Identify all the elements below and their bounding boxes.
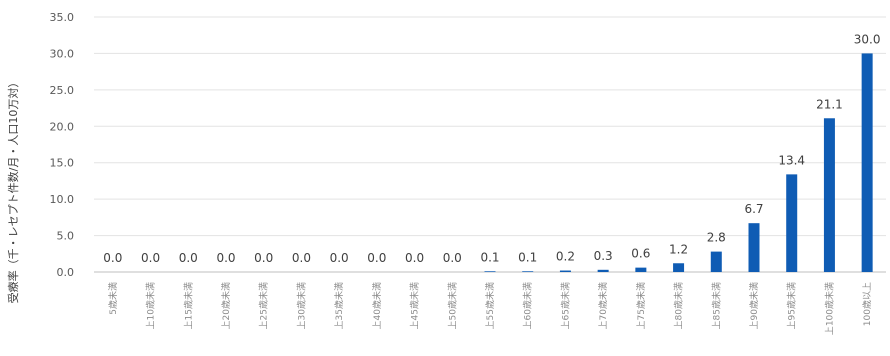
- label-layer: 0.0 5歳未満 0.0 上10歳未満 0.0 上15歳未満 0.0 上20歳未満 0.0 上25…: [103, 32, 880, 335]
- x-tick-label: 上55歳未満: [484, 282, 496, 329]
- data-label: 0.0: [330, 251, 349, 265]
- data-label: 0.0: [254, 251, 273, 265]
- data-label: 0.0: [141, 251, 160, 265]
- bar: [522, 271, 534, 272]
- x-tick-label: 上95歳未満: [786, 282, 798, 329]
- bar: [861, 53, 873, 272]
- x-tick-label: 上75歳未満: [635, 282, 647, 329]
- bar: [748, 223, 760, 272]
- y-tick-label: 5.0: [57, 230, 75, 243]
- x-tick-label: 上100歳未満: [823, 282, 835, 335]
- bar: [635, 267, 647, 272]
- data-label: 0.1: [518, 250, 537, 264]
- x-tick-label: 上80歳未満: [673, 282, 685, 329]
- data-label: 0.0: [216, 251, 235, 265]
- x-tick-label: 上90歳未満: [748, 282, 760, 329]
- bar: [559, 270, 571, 272]
- y-tick-label: 20.0: [50, 120, 75, 133]
- y-tick-label: 15.0: [50, 157, 75, 170]
- data-label: 0.0: [179, 251, 198, 265]
- data-label: 0.0: [443, 251, 462, 265]
- bar: [673, 263, 685, 272]
- data-label: 0.0: [103, 251, 122, 265]
- y-axis-title: 受療率（千・レセプト件数/月・人口10万対）: [6, 77, 20, 304]
- x-tick-label: 上40歳未満: [371, 282, 383, 329]
- data-label: 1.2: [669, 242, 688, 256]
- grid-layer: [94, 16, 886, 273]
- data-label: 0.0: [292, 251, 311, 265]
- y-tick-label: 0.0: [57, 266, 75, 279]
- y-tick-label: 10.0: [50, 193, 75, 206]
- x-tick-label: 上15歳未満: [182, 282, 194, 329]
- data-label: 0.6: [631, 247, 650, 261]
- x-tick-label: 上85歳未満: [710, 282, 722, 329]
- data-label: 6.7: [744, 202, 763, 216]
- data-label: 13.4: [778, 153, 805, 167]
- data-label: 2.8: [707, 231, 726, 245]
- x-tick-label: 上60歳未満: [522, 282, 534, 329]
- y-tick-label: 30.0: [50, 47, 75, 60]
- x-tick-label: 上30歳未満: [295, 282, 307, 329]
- data-label: 30.0: [854, 32, 881, 46]
- x-tick-label: 上50歳未満: [446, 282, 458, 329]
- bar: [786, 174, 798, 272]
- y-tick-label: 25.0: [50, 84, 75, 97]
- data-label: 21.1: [816, 97, 843, 111]
- x-tick-label: 上70歳未満: [597, 282, 609, 329]
- bar: [823, 118, 835, 273]
- data-label: 0.1: [480, 250, 499, 264]
- bar: [484, 271, 496, 272]
- data-label: 0.0: [405, 251, 424, 265]
- bar-layer: [484, 53, 873, 273]
- data-label: 0.2: [556, 250, 575, 264]
- x-tick-label: 上20歳未満: [220, 282, 232, 329]
- x-tick-label: 上65歳未満: [559, 282, 571, 329]
- y-tick-label: 35.0: [50, 11, 75, 24]
- x-tick-label: 上10歳未満: [145, 282, 157, 329]
- bar: [597, 269, 609, 272]
- x-tick-label: 100歳以上: [861, 282, 873, 326]
- x-tick-label: 上25歳未満: [258, 282, 270, 329]
- x-tick-label: 上35歳未満: [333, 282, 345, 329]
- bar: [710, 251, 722, 272]
- axis-layer: 0.0 5.0 10.0 15.0 20.0 25.0 30.0 35.0: [50, 11, 75, 279]
- x-tick-label: 上45歳未満: [409, 282, 421, 329]
- data-label: 0.3: [594, 249, 613, 263]
- x-tick-label: 5歳未満: [107, 282, 119, 315]
- data-label: 0.0: [367, 251, 386, 265]
